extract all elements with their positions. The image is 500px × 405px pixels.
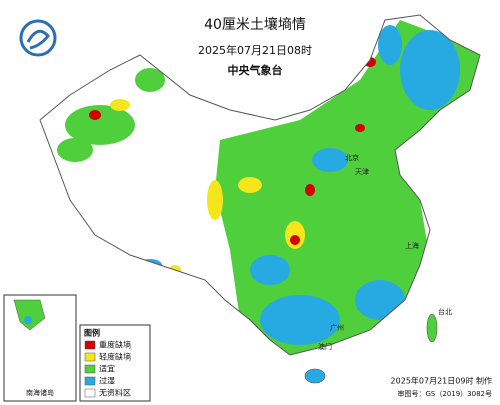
legend-swatch: [84, 340, 96, 350]
inset-blob: [24, 316, 32, 324]
place: 北京: [345, 153, 359, 162]
place: 澳门: [318, 342, 332, 351]
time: 2025年07月21日08时: [198, 43, 312, 57]
legend-label: 过湿: [99, 376, 115, 386]
legend-label: 轻度缺墒: [99, 352, 131, 362]
legend-swatch: [84, 364, 96, 374]
inset-label: 南海诸岛: [26, 388, 54, 397]
issuer: 中央气象台: [228, 63, 283, 77]
inset-land: [13, 299, 46, 331]
made-time: 2025年07月21日09时 制作: [391, 376, 492, 386]
legend-label: 适宜: [99, 364, 115, 374]
title: 40厘米土壤墒情: [204, 16, 306, 33]
legend-title: 图例: [84, 328, 100, 338]
legend-swatch: [84, 376, 96, 386]
border: [39, 14, 481, 356]
logo-mark: [26, 29, 50, 50]
logo: [19, 19, 57, 57]
legend-swatch: [84, 388, 96, 398]
legend-label: 重度缺墒: [99, 340, 131, 350]
taiwan: [426, 313, 438, 343]
legend-label: 无资料区: [99, 388, 131, 398]
place: 台北: [438, 307, 452, 316]
place: 上海: [405, 241, 419, 250]
place: 天津: [355, 168, 369, 176]
legend-box: [79, 324, 151, 402]
legend-swatch: [84, 352, 96, 362]
place: 广州: [330, 323, 344, 332]
approval: 审图号：GS（2019）3082号: [398, 389, 493, 398]
hainan: [304, 368, 326, 384]
